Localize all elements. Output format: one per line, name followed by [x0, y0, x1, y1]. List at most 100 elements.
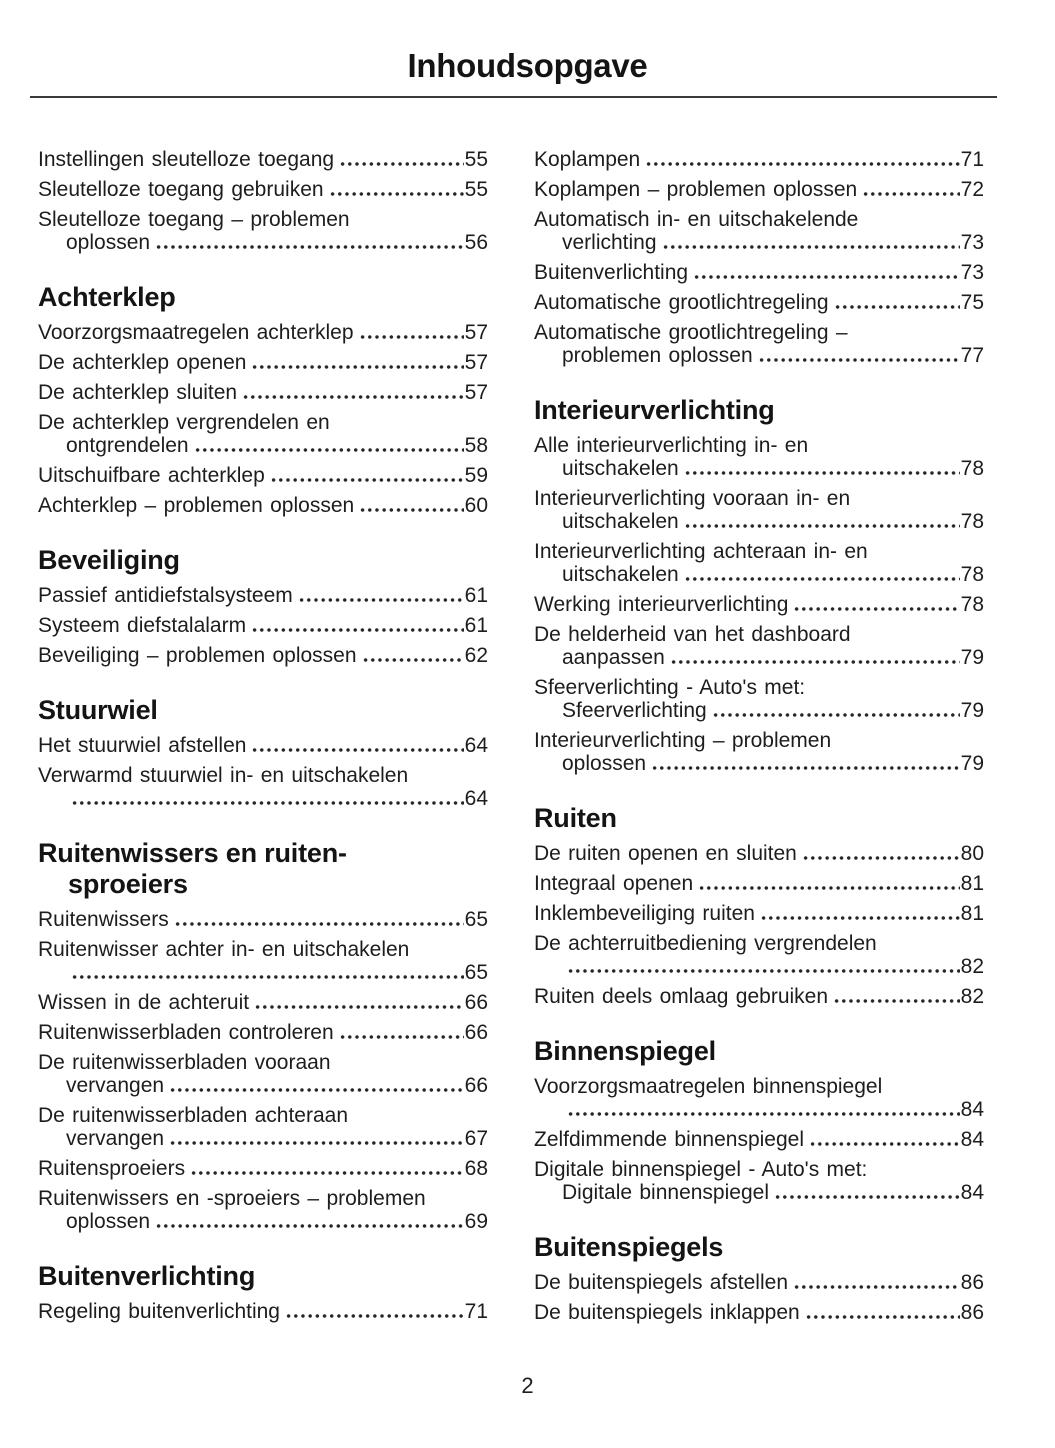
- entry-page-number: 68: [464, 1157, 488, 1180]
- entry-text: aanpassen: [562, 646, 665, 669]
- entry-page-number: 78: [960, 510, 984, 533]
- dot-leader: [683, 577, 960, 581]
- entry-page-number: 66: [464, 1021, 488, 1044]
- entry-text: Zelfdimmende binnenspiegel: [534, 1128, 804, 1151]
- entry-text: De buitenspiegels afstellen: [534, 1271, 788, 1294]
- entry-text: uitschakelen: [562, 563, 679, 586]
- entry-text: vervangen: [66, 1074, 165, 1097]
- entry-text: Beveiliging – problemen oplossen: [38, 644, 357, 667]
- toc-columns: Instellingen sleutelloze toegang 55 Sleute…: [38, 148, 984, 1331]
- toc-entry: Wissen in de achteruit 66: [38, 991, 488, 1014]
- dot-leader: [669, 660, 960, 664]
- entry-page-number: 61: [464, 584, 488, 607]
- entry-text: Wissen in de achteruit: [38, 991, 250, 1014]
- entry-text: Interieurverlichting achteraan in- en: [534, 540, 868, 563]
- entry-text: Integraal openen: [534, 872, 694, 895]
- entry-text: Sleutelloze toegang – problemen: [38, 208, 350, 231]
- section-header: Ruiten: [534, 803, 617, 833]
- entry-page-number: 55: [464, 178, 488, 201]
- entry-page-number: 71: [960, 148, 984, 171]
- entry-page-number: 57: [464, 381, 488, 404]
- toc-entry: Ruitenwissers en -sproeiers – problemen o…: [38, 1187, 488, 1233]
- dot-leader: [773, 1195, 960, 1199]
- toc-entry: De buitenspiegels inklappen 86: [534, 1301, 984, 1324]
- entry-page-number: 55: [464, 148, 488, 171]
- entry-text: Automatisch in- en uitschakelende: [534, 208, 859, 231]
- section-header: Buitenspiegels: [534, 1232, 724, 1262]
- dot-leader: [155, 1224, 464, 1228]
- dot-leader: [285, 1314, 464, 1318]
- dot-leader: [862, 192, 960, 196]
- entry-text: Achterklep – problemen oplossen: [38, 494, 355, 517]
- toc-entry: Automatische grootlichtregeling 75: [534, 291, 984, 314]
- dot-leader: [169, 1088, 464, 1092]
- title-divider: [30, 96, 997, 98]
- entry-text: Koplampen: [534, 148, 641, 171]
- entry-page-number: 79: [960, 699, 984, 722]
- toc-entry: Koplampen – problemen oplossen 72: [534, 178, 984, 201]
- dot-leader: [254, 1005, 464, 1009]
- dot-leader: [173, 922, 464, 926]
- dot-leader: [651, 766, 960, 770]
- entry-text: oplossen: [66, 231, 151, 254]
- entry-text: De achterklep sluiten: [38, 381, 238, 404]
- toc-entry: Interieurverlichting vooraan in- en uitsc…: [534, 487, 984, 533]
- dot-leader: [698, 886, 960, 890]
- entry-page-number: 59: [464, 464, 488, 487]
- dot-leader: [683, 471, 960, 475]
- entry-page-number: 62: [464, 644, 488, 667]
- entry-text: Interieurverlichting – problemen: [534, 729, 832, 752]
- toc-entry: De ruitenwisserbladen vooraan vervangen 66: [38, 1051, 488, 1097]
- entry-text: De ruitenwisserbladen achteraan: [38, 1104, 349, 1127]
- toc-entry: De ruiten openen en sluiten 80: [534, 842, 984, 865]
- section-header: Buitenverlichting: [38, 1261, 256, 1291]
- toc-entry: Interieurverlichting – problemen oplossen…: [534, 729, 984, 775]
- entry-page-number: 60: [464, 494, 488, 517]
- entry-text: De helderheid van het dashboard: [534, 623, 851, 646]
- dot-leader: [833, 305, 960, 309]
- section-header: Beveiliging: [38, 545, 180, 575]
- entry-text: Sleutelloze toegang gebruiken: [38, 178, 324, 201]
- entry-page-number: 58: [464, 434, 488, 457]
- dot-leader: [567, 1112, 960, 1116]
- entry-text: De achterklep openen: [38, 351, 247, 374]
- entry-page-number: 84: [960, 1128, 984, 1151]
- entry-text: Koplampen – problemen oplossen: [534, 178, 858, 201]
- entry-text: De achterklep vergrendelen en: [38, 411, 330, 434]
- entry-page-number: 73: [960, 231, 984, 254]
- entry-text: Ruitenwissers en -sproeiers – problemen: [38, 1187, 426, 1210]
- entry-text: Passief antidiefstalsysteem: [38, 584, 293, 607]
- entry-text: Voorzorgsmaatregelen binnenspiegel: [534, 1075, 883, 1098]
- dot-leader: [269, 478, 464, 482]
- toc-entry: Systeem diefstalalarm 61: [38, 614, 488, 637]
- entry-page-number: 84: [960, 1181, 984, 1204]
- section-header: Achterklep: [38, 282, 176, 312]
- footer-page-number: 2: [521, 1373, 534, 1398]
- entry-text: Sfeerverlichting: [562, 699, 707, 722]
- entry-page-number: 77: [960, 344, 984, 367]
- entry-page-number: 65: [464, 908, 488, 931]
- entry-text: uitschakelen: [562, 510, 679, 533]
- entry-text: Ruitenwisserbladen controleren: [38, 1021, 334, 1044]
- entry-text: Ruiten deels omlaag gebruiken: [534, 985, 829, 1008]
- toc-entry: Verwarmd stuurwiel in- en uitschakelen 64: [38, 764, 488, 810]
- entry-page-number: 82: [960, 955, 984, 978]
- dot-leader: [757, 358, 960, 362]
- entry-page-number: 86: [960, 1271, 984, 1294]
- entry-page-number: 66: [464, 1074, 488, 1097]
- toc-entry: Achterklep – problemen oplossen 60: [38, 494, 488, 517]
- toc-entry: Buitenverlichting 73: [534, 261, 984, 284]
- toc-entry: Alle interieurverlichting in- en uitschak…: [534, 434, 984, 480]
- page-title: Inhoudsopgave: [407, 47, 648, 84]
- dot-leader: [71, 801, 464, 805]
- entry-page-number: 73: [960, 261, 984, 284]
- entry-page-number: 82: [960, 985, 984, 1008]
- dot-leader: [661, 245, 960, 249]
- toc-entry: Het stuurwiel afstellen 64: [38, 734, 488, 757]
- entry-text: Het stuurwiel afstellen: [38, 734, 247, 757]
- entry-page-number: 78: [960, 593, 984, 616]
- dot-leader: [809, 1142, 960, 1146]
- entry-text: Sfeerverlichting - Auto's met:: [534, 676, 806, 699]
- dot-leader: [359, 508, 464, 512]
- toc-entry: De buitenspiegels afstellen 86: [534, 1271, 984, 1294]
